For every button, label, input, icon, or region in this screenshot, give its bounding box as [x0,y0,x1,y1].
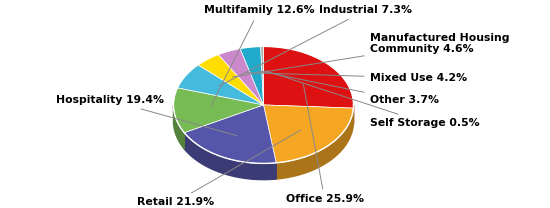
Polygon shape [218,48,263,105]
Text: Manufactured Housing
Community 4.6%: Manufactured Housing Community 4.6% [233,33,509,77]
Text: Office 25.9%: Office 25.9% [285,83,364,204]
Text: Multifamily 12.6%: Multifamily 12.6% [204,5,314,106]
Polygon shape [263,46,354,108]
Polygon shape [173,105,184,149]
Text: Industrial 7.3%: Industrial 7.3% [219,5,412,86]
Polygon shape [261,46,263,105]
Text: Self Storage 0.5%: Self Storage 0.5% [265,71,480,128]
Polygon shape [276,108,354,179]
Text: Retail 21.9%: Retail 21.9% [137,130,301,207]
Text: Other 3.7%: Other 3.7% [258,71,439,105]
Polygon shape [184,105,276,163]
Text: Hospitality 19.4%: Hospitality 19.4% [57,95,236,135]
Polygon shape [263,105,354,163]
Text: Mixed Use 4.2%: Mixed Use 4.2% [245,73,467,83]
Polygon shape [173,88,263,133]
Polygon shape [240,46,263,105]
Polygon shape [178,65,263,105]
Polygon shape [198,54,263,105]
Polygon shape [184,133,276,180]
